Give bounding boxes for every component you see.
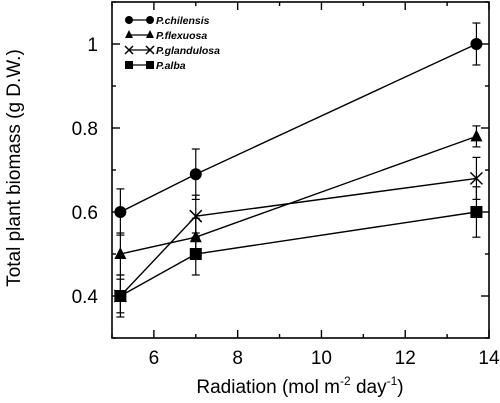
data-point-square <box>125 61 133 69</box>
data-point-circle <box>125 16 133 24</box>
data-point-x <box>124 45 134 55</box>
legend-label: P.alba <box>156 60 186 72</box>
x-tick-label: 12 <box>395 348 416 369</box>
data-point-square <box>189 248 202 260</box>
data-point-square <box>146 61 154 69</box>
series-p-flexuosa <box>114 125 483 276</box>
y-tick-label: 0.8 <box>72 119 98 140</box>
series-line <box>120 211 477 297</box>
legend-item: P.glandulosa <box>124 45 220 57</box>
legend-label: P.glandulosa <box>156 45 220 57</box>
data-point-circle <box>189 168 202 181</box>
data-point-x <box>189 209 203 223</box>
x-tick-label: 10 <box>311 348 332 369</box>
data-point-triangle <box>470 129 483 142</box>
data-point-square <box>114 290 127 302</box>
data-point-triangle <box>114 247 127 259</box>
legend-item: P.alba <box>125 60 186 72</box>
series-p-glandulosa <box>113 156 483 318</box>
y-axis-title: Total plant biomass (g D.W.) <box>4 49 25 287</box>
data-point-circle <box>146 16 154 24</box>
data-point-x-stroke <box>145 45 155 55</box>
x-axis-title: Radiation (mol m-2 day-1) <box>196 374 403 398</box>
series-layer <box>113 22 483 318</box>
legend-label: P.chilensis <box>156 15 210 27</box>
data-point-x <box>145 45 155 55</box>
series-line <box>120 135 477 255</box>
legend-label: P.flexuosa <box>156 30 207 42</box>
data-point-circle <box>114 206 127 218</box>
data-point-x-stroke <box>189 209 203 223</box>
x-tick-label: 6 <box>149 348 160 369</box>
series-p-alba <box>114 186 483 314</box>
data-point-x-stroke <box>469 171 483 185</box>
data-point-x-stroke <box>124 45 134 55</box>
data-point-square <box>470 206 483 218</box>
series-line <box>119 177 477 297</box>
data-point-x <box>469 171 483 185</box>
data-point-circle <box>470 38 483 50</box>
y-tick-label: 0.6 <box>72 203 98 224</box>
y-tick-label: 0.4 <box>72 287 99 308</box>
series-p-chilensis <box>114 22 483 236</box>
legend-item: P.chilensis <box>125 15 210 27</box>
data-point-triangle <box>146 30 154 38</box>
legend-item: P.flexuosa <box>125 30 207 42</box>
y-tick-label: 1 <box>87 35 98 56</box>
x-tick-label: 14 <box>478 348 500 369</box>
data-point-triangle <box>125 30 133 38</box>
legend: P.chilensis P.flexuosa P.glandulosa P.alba <box>124 15 220 72</box>
x-tick-label: 8 <box>232 348 243 369</box>
axis-ticks: 6 8 10 12 14 0.4 0.6 0.8 1 <box>72 1 500 369</box>
